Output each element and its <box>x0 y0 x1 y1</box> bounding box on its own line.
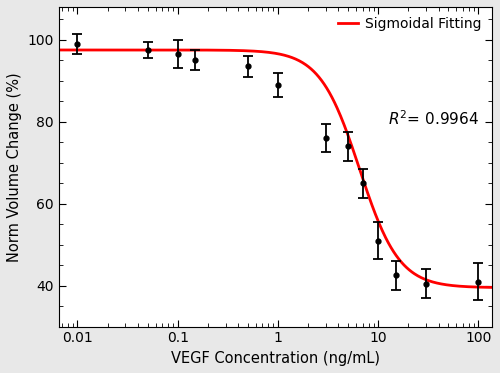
Sigmoidal Fitting <box>478 285 484 289</box>
Line: Sigmoidal Fitting: Sigmoidal Fitting <box>58 50 492 288</box>
Sigmoidal Fitting <box>488 285 494 290</box>
Sigmoidal Fitting <box>314 72 320 76</box>
Sigmoidal Fitting <box>56 48 62 52</box>
Y-axis label: Norm Volume Change (%): Norm Volume Change (%) <box>7 72 22 261</box>
Sigmoidal Fitting <box>410 271 416 275</box>
Sigmoidal Fitting <box>290 56 296 60</box>
Sigmoidal Fitting <box>264 50 270 54</box>
Text: $R^2$= 0.9964: $R^2$= 0.9964 <box>388 109 478 128</box>
Sigmoidal Fitting <box>262 50 268 54</box>
Legend: Sigmoidal Fitting: Sigmoidal Fitting <box>332 11 488 36</box>
X-axis label: VEGF Concentration (ng/mL): VEGF Concentration (ng/mL) <box>170 351 380 366</box>
